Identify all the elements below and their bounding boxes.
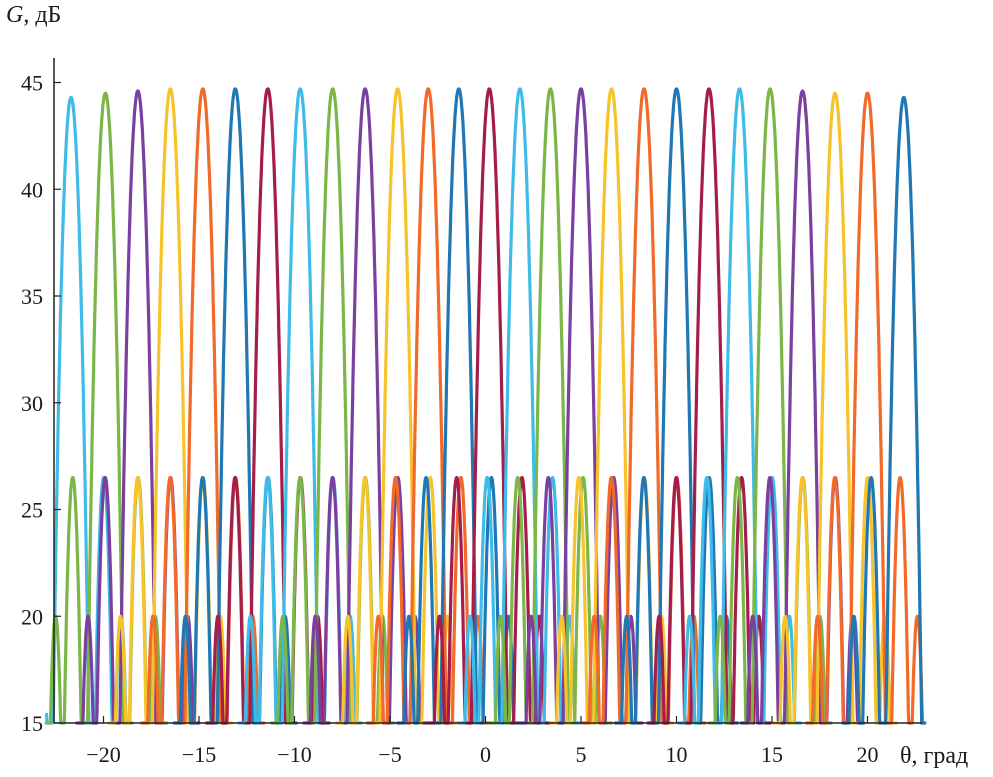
x-tick-label: 0 bbox=[480, 742, 491, 767]
x-axis-label: θ, град bbox=[900, 743, 968, 769]
x-tick-label: 10 bbox=[666, 742, 688, 767]
x-tick-label: 5 bbox=[576, 742, 587, 767]
beam-curve bbox=[646, 87, 772, 725]
y-tick-label: 35 bbox=[21, 284, 43, 309]
beam-curve bbox=[487, 87, 614, 725]
y-tick-label: 25 bbox=[21, 498, 43, 523]
y-axis-label: G, дБ bbox=[6, 2, 61, 28]
beam-curve bbox=[426, 87, 552, 725]
y-ticks: 15 20 25 30 35 40 45 bbox=[21, 71, 61, 736]
beam-curve bbox=[772, 91, 898, 725]
x-tick-label: −15 bbox=[182, 742, 216, 767]
beam-curve bbox=[365, 87, 491, 725]
x-ticks: −20 −15 −10 −5 0 5 10 15 20 bbox=[86, 716, 879, 767]
beam-curve bbox=[457, 87, 583, 725]
beam-curve bbox=[613, 87, 740, 725]
y-tick-label: 15 bbox=[21, 711, 43, 736]
x-tick-label: 15 bbox=[761, 742, 783, 767]
y-tick-label: 20 bbox=[21, 604, 43, 629]
beam-curve bbox=[172, 87, 298, 725]
beam-curve bbox=[334, 87, 461, 725]
y-axis-symbol: G bbox=[6, 2, 23, 28]
x-tick-label: −20 bbox=[86, 742, 120, 767]
y-tick-label: 40 bbox=[21, 177, 43, 202]
y-tick-label: 45 bbox=[21, 71, 43, 96]
beam-curve bbox=[237, 87, 363, 725]
x-tick-label: −10 bbox=[277, 742, 311, 767]
x-tick-label: 20 bbox=[857, 742, 879, 767]
beam-curve bbox=[140, 87, 266, 725]
beam-curve bbox=[396, 87, 522, 725]
x-tick-label: −5 bbox=[378, 742, 401, 767]
beam-curve bbox=[205, 87, 331, 725]
beam-curve bbox=[107, 87, 234, 725]
y-tick-label: 30 bbox=[21, 391, 43, 416]
beam-curves bbox=[44, 87, 927, 725]
y-axis-unit: , дБ bbox=[23, 2, 61, 28]
beam-curve bbox=[302, 87, 428, 725]
beam-curve bbox=[75, 89, 201, 725]
